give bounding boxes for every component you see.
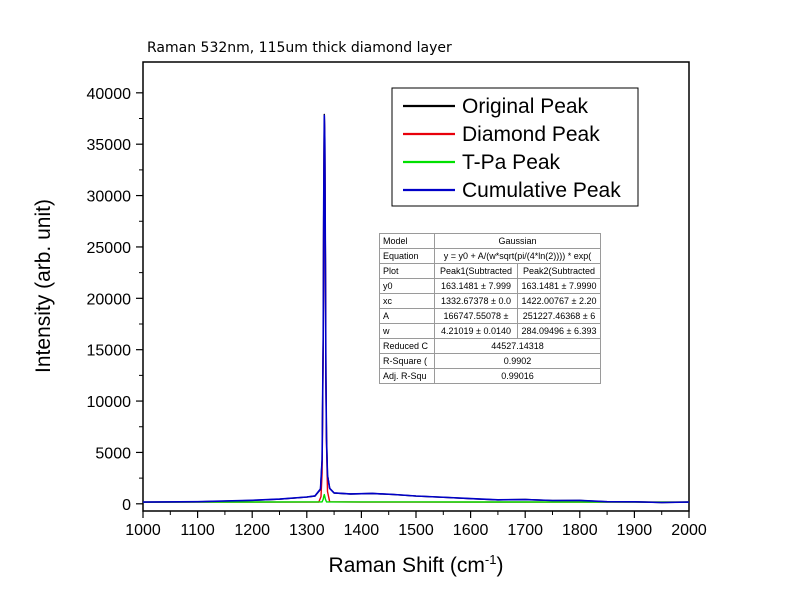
- fit-table-row: xc 1332.67378 ± 0.0 1422.00767 ± 2.20: [379, 293, 601, 309]
- fit-table-row: Equation y = y0 + A/(w*sqrt(pi/(4*ln(2)))…: [379, 248, 601, 264]
- x-tick-label: 2000: [671, 522, 707, 539]
- fit-table-label: Model: [379, 233, 435, 249]
- fit-table-row: R-Square (0.9902: [379, 353, 601, 369]
- y-tick-label: 15000: [87, 343, 132, 360]
- fit-table-value: 251227.46368 ± 6: [517, 308, 601, 324]
- y-tick-label: 40000: [87, 86, 132, 103]
- y-tick-label: 10000: [87, 394, 132, 411]
- fit-table-value: 1332.67378 ± 0.0: [434, 293, 518, 309]
- legend: Original Peak Diamond Peak T-Pa Peak Cumula…: [391, 87, 639, 207]
- fit-table-value: 0.9902: [434, 353, 601, 369]
- fit-table-value: 163.1481 ± 7.999: [434, 278, 518, 294]
- y-axis-title: Intensity (arb. unit): [32, 199, 55, 373]
- fit-table-value: 284.09496 ± 6.393: [517, 323, 601, 339]
- fit-table-value: Gaussian: [434, 233, 601, 249]
- y-tick-label: 5000: [95, 445, 131, 462]
- fit-table-label: Plot: [379, 263, 435, 279]
- x-tick-label: 1600: [453, 522, 489, 539]
- fit-table-row: A 166747.55078 ±251227.46368 ± 6: [379, 308, 601, 324]
- legend-label-cumulative-peak: Cumulative Peak: [462, 179, 621, 202]
- x-axis-ticks: 1000 1100 1200 1300 1400 1500 1600 1700 1800 1900…: [125, 511, 707, 539]
- fit-table-value: Peak2(Subtracted: [517, 263, 601, 279]
- x-tick-label: 1700: [507, 522, 543, 539]
- fit-table-row: w 4.21019 ± 0.0140 284.09496 ± 6.393: [379, 323, 601, 339]
- y-tick-label: 30000: [87, 189, 132, 206]
- fit-table-row: Plot Peak1(Subtracted Peak2(Subtracted: [379, 263, 601, 279]
- fit-table-value: 4.21019 ± 0.0140: [434, 323, 518, 339]
- chart-title: Raman 532nm, 115um thick diamond layer: [147, 40, 452, 56]
- fit-table-label: Equation: [379, 248, 435, 264]
- fit-table-value: 166747.55078 ±: [434, 308, 518, 324]
- fit-table-row: y0 163.1481 ± 7.999 163.1481 ± 7.9990: [379, 278, 601, 294]
- legend-label-diamond-peak: Diamond Peak: [462, 123, 600, 146]
- x-tick-label: 1400: [344, 522, 380, 539]
- y-tick-label: 35000: [87, 137, 132, 154]
- fit-table-label: w: [379, 323, 435, 339]
- series-layer: [142, 113, 690, 504]
- x-tick-label: 1500: [398, 522, 434, 539]
- fit-table-label: Adj. R-Squ: [379, 368, 435, 384]
- fit-table-value: y = y0 + A/(w*sqrt(pi/(4*ln(2)))) * exp(: [434, 248, 601, 264]
- x-tick-label: 1800: [562, 522, 598, 539]
- fit-table-value: 44527.14318: [434, 338, 601, 354]
- fit-table-value: 0.99016: [434, 368, 601, 384]
- y-tick-label: 0: [122, 497, 131, 514]
- fit-table-label: A: [379, 308, 435, 324]
- y-axis-ticks: 0 5000 10000 15000 20000 25000 30000 35000 40000: [87, 86, 143, 514]
- fit-table-label: Reduced C: [379, 338, 435, 354]
- x-tick-label: 1900: [617, 522, 653, 539]
- x-tick-label: 1300: [289, 522, 325, 539]
- fit-table-value: 1422.00767 ± 2.20: [517, 293, 601, 309]
- fit-table-row: Reduced C 44527.14318: [379, 338, 601, 354]
- fit-table-label: y0: [379, 278, 435, 294]
- x-tick-label: 1200: [234, 522, 270, 539]
- y-tick-label: 25000: [87, 240, 132, 257]
- x-tick-label: 1100: [180, 522, 215, 539]
- legend-label-original-peak: Original Peak: [462, 95, 589, 118]
- fit-table-value: 163.1481 ± 7.9990: [517, 278, 601, 294]
- fit-table-label: xc: [379, 293, 435, 309]
- legend-label-t-pa-peak: T-Pa Peak: [462, 151, 561, 174]
- x-tick-label: 1000: [125, 522, 161, 539]
- fit-results-table: Model Gaussian Equation y = y0 + A/(w*sqrt(…: [379, 233, 601, 384]
- fit-table-row: Model Gaussian: [379, 233, 601, 249]
- y-tick-label: 20000: [87, 291, 132, 308]
- legend-box: [391, 87, 639, 207]
- fit-table-label: R-Square (: [379, 353, 435, 369]
- fit-table-value: Peak1(Subtracted: [434, 263, 518, 279]
- x-axis-title: Raman Shift (cm-1): [329, 552, 504, 577]
- fit-table-row: Adj. R-Squ 0.99016: [379, 368, 601, 384]
- series-line-t-pa-peak: [143, 493, 689, 503]
- series-line-cumulative-peak: [142, 114, 690, 504]
